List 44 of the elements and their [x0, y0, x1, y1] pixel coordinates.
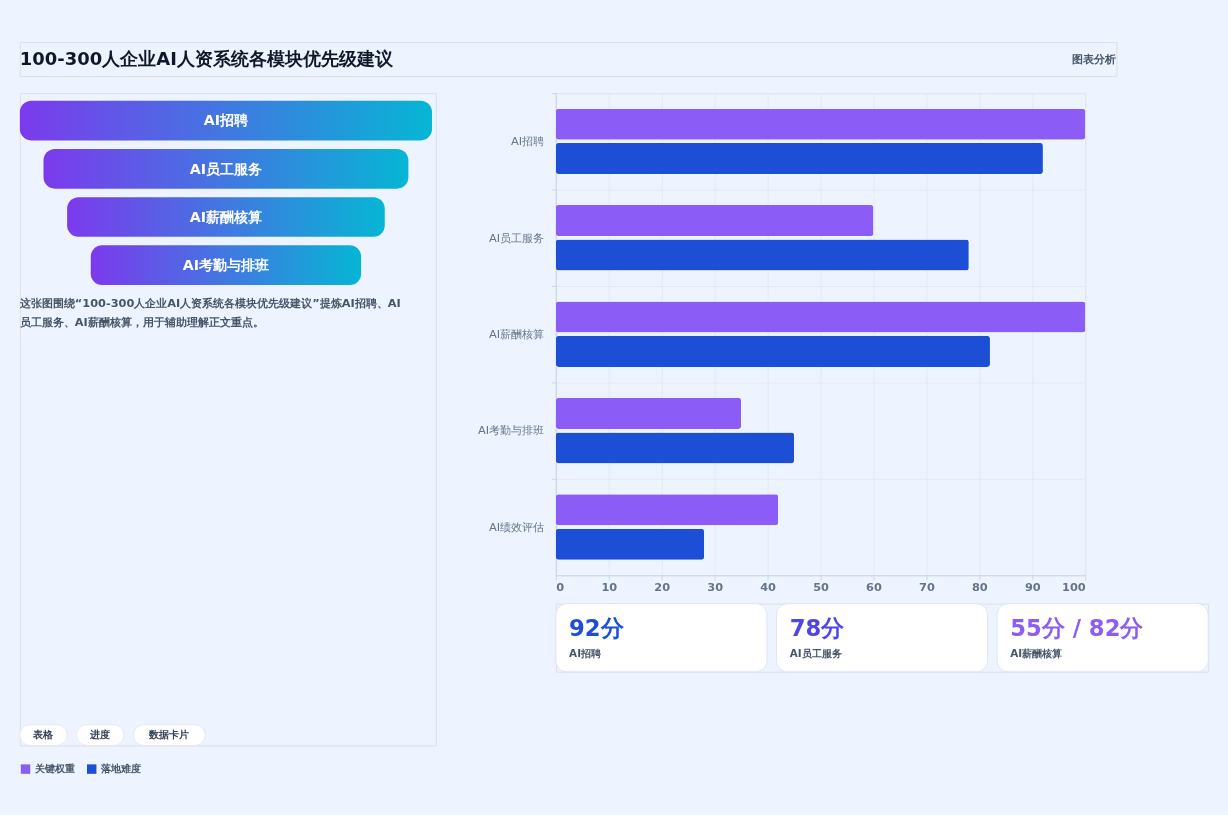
text: 92分 [569, 614, 625, 641]
y-tick-label: AI员工服务 [488, 230, 545, 245]
bar [555, 432, 795, 464]
y-tick-label: AI考勤与排班 [477, 423, 545, 438]
text: AI员工服务 [189, 160, 263, 177]
text: 表格 [32, 727, 55, 740]
bar [555, 494, 779, 526]
x-tick-label: 60 [866, 579, 882, 594]
legend-label: 关键权重 [33, 761, 75, 774]
x-tick-label: 50 [813, 579, 830, 594]
bar [555, 239, 969, 271]
x-tick-label: 100 [1062, 579, 1086, 594]
text: 进度 [89, 727, 111, 740]
x-tick-label: 90 [1024, 579, 1041, 594]
text: AI招聘 [203, 112, 249, 129]
text: AI薪酬核算 [1010, 646, 1063, 659]
text: 数据卡片 [148, 727, 190, 740]
text: AI考勤与排班 [182, 256, 270, 273]
x-tick-label: 30 [707, 579, 724, 594]
bar [555, 397, 742, 429]
bar [555, 335, 990, 367]
x-tick-label: 80 [971, 579, 988, 594]
bar [555, 205, 874, 237]
x-tick-label: 70 [919, 579, 935, 594]
x-tick-label: 20 [654, 579, 671, 594]
y-tick-label: AI招聘 [510, 134, 545, 149]
bar [555, 143, 1043, 175]
text: AI招聘 [569, 646, 601, 659]
x-tick-label: 40 [760, 579, 777, 594]
text: 55分 / 82分 [1010, 614, 1145, 641]
text: 78分 [789, 614, 846, 641]
x-tick-label: 0 [556, 579, 565, 594]
bar [555, 301, 1086, 333]
x-tick-label: 10 [601, 579, 618, 594]
text: AI员工服务 [789, 646, 842, 659]
bar [555, 108, 1086, 140]
text: 这张图围绕“100-300人企业AI人资系统各模块优先级建议”提炼AI招聘、AI员工服务、AI薪酬核算，用于辅助理解正文重点。 [18, 295, 401, 329]
y-tick-label: AI薪酬核算 [488, 327, 545, 342]
text: AI薪酬核算 [189, 208, 263, 225]
text: 图表分析 [1072, 51, 1117, 66]
y-tick-label: AI绩效评估 [488, 519, 545, 534]
text: 100-300人企业AI人资系统各模块优先级建议 [19, 47, 394, 69]
bar [555, 528, 705, 560]
legend-label: 落地难度 [100, 761, 142, 774]
